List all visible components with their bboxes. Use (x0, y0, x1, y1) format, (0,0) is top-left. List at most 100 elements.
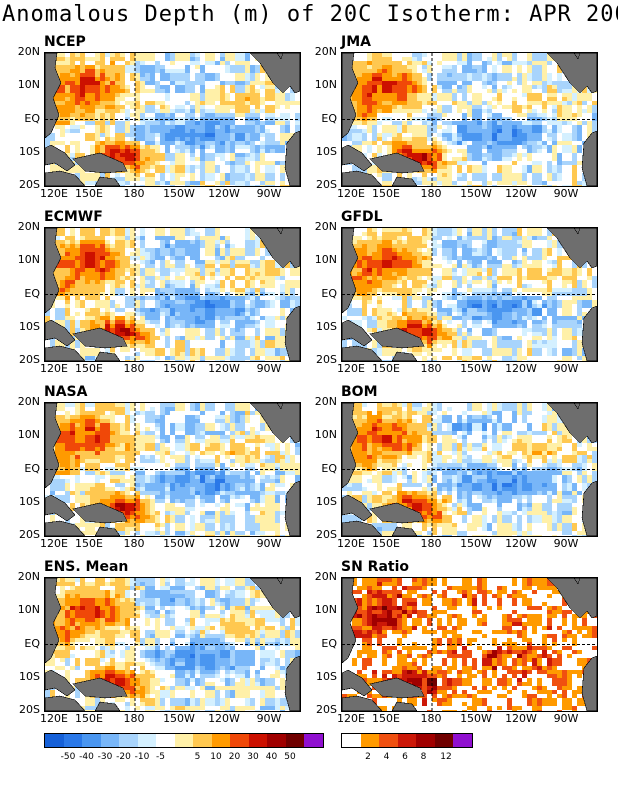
y-tick-label: 20S (19, 703, 40, 716)
y-tick-label: 10N (17, 78, 40, 92)
panel-title: JMA (341, 34, 371, 50)
x-tick-label: 120E (337, 712, 365, 725)
contour-field-jma (342, 53, 597, 186)
y-tick-label: 10S (316, 669, 337, 683)
x-tick-label: 120W (208, 362, 240, 375)
colorbar-label: -5 (156, 752, 165, 762)
x-tick-label: 150W (460, 362, 492, 375)
x-tick-label: 150E (75, 187, 103, 200)
panel-gfdl (341, 227, 598, 362)
colorbar-label: 6 (402, 752, 408, 762)
x-tick-label: 120E (337, 362, 365, 375)
x-tick-label: 90W (553, 362, 579, 375)
x-tick-label: 150W (460, 712, 492, 725)
colorbar-swatch (211, 734, 230, 747)
y-tick-label: EQ (24, 636, 40, 650)
y-tick-label: EQ (24, 111, 40, 125)
colorbar-label: 10 (210, 752, 222, 762)
colorbar-swatch (137, 734, 156, 747)
colorbar-anomaly (44, 733, 324, 748)
x-tick-label: 180 (123, 362, 145, 375)
y-tick-label: 20N (17, 395, 40, 408)
colorbar-swatch (45, 734, 64, 747)
x-tick-label: 150E (372, 362, 400, 375)
y-tick-label: 10N (17, 603, 40, 617)
colorbar-label: 40 (265, 752, 278, 762)
panel-title: ECMWF (44, 209, 103, 225)
y-tick-label: 20N (314, 220, 337, 233)
land-mask-jma (342, 53, 597, 186)
panel-ecmwf (44, 227, 301, 362)
x-tick-label: 120W (208, 187, 240, 200)
y-tick-label: 20S (19, 528, 40, 541)
y-tick-label: 20N (314, 45, 337, 58)
x-tick-label: 180 (420, 187, 442, 200)
y-tick-label: 10N (17, 253, 40, 267)
x-tick-label: 120E (40, 187, 68, 200)
map-bom (342, 403, 597, 536)
colorbar-swatch (397, 734, 416, 747)
colorbar-swatch (285, 734, 304, 747)
map-ens-mean (45, 578, 300, 711)
x-tick-label: 120E (40, 537, 68, 550)
x-tick-label: 180 (420, 712, 442, 725)
map-gfdl (342, 228, 597, 361)
colorbar-label: 5 (194, 752, 201, 762)
x-tick-label: 150E (75, 362, 103, 375)
panel-jma (341, 52, 598, 187)
x-tick-label: 120W (505, 187, 537, 200)
map-sn-ratio (342, 578, 597, 711)
x-tick-label: 90W (553, 712, 579, 725)
x-tick-label: 180 (123, 537, 145, 550)
colorbar-swatch (267, 734, 286, 747)
colorbar-label: 20 (228, 752, 241, 762)
x-tick-label: 150E (372, 712, 400, 725)
contour-field-nasa (45, 403, 300, 536)
y-tick-label: EQ (24, 461, 40, 475)
colorbar-swatch (193, 734, 212, 747)
x-tick-label: 120W (208, 537, 240, 550)
figure-title: Anomalous Depth (m) of 20C Isotherm: APR… (2, 2, 618, 27)
colorbar-label: 12 (440, 752, 452, 762)
y-tick-label: 10S (19, 494, 40, 508)
x-tick-label: 150E (372, 187, 400, 200)
x-tick-label: 150W (460, 187, 492, 200)
x-tick-label: 120W (208, 712, 240, 725)
y-tick-label: 10N (314, 428, 337, 442)
y-tick-label: 20S (19, 353, 40, 366)
y-tick-label: 20N (314, 395, 337, 408)
y-tick-label: 20S (316, 178, 337, 191)
colorbar-sn-ratio (341, 733, 473, 748)
x-tick-label: 180 (123, 187, 145, 200)
colorbar-swatch (156, 734, 175, 747)
colorbar-swatch (379, 734, 398, 747)
y-tick-label: EQ (321, 636, 337, 650)
y-tick-label: 20S (316, 353, 337, 366)
colorbar-label: 8 (420, 752, 427, 762)
colorbar-swatch (119, 734, 138, 747)
x-tick-label: 120E (40, 362, 68, 375)
y-tick-label: 20N (17, 45, 40, 58)
y-tick-label: 20S (316, 528, 337, 541)
panel-title: GFDL (341, 209, 383, 225)
colorbar-swatch (453, 734, 472, 747)
y-tick-label: 20S (19, 178, 40, 191)
map-nasa (45, 403, 300, 536)
x-tick-label: 150W (163, 362, 195, 375)
x-tick-label: 90W (256, 712, 282, 725)
y-tick-label: 10N (17, 428, 40, 442)
x-tick-label: 150W (163, 187, 195, 200)
land-mask-ens-mean (45, 578, 300, 711)
panel-ens-mean (44, 577, 301, 712)
panel-title: NASA (44, 384, 88, 400)
x-tick-label: 120E (40, 712, 68, 725)
map-ncep (45, 53, 300, 186)
x-tick-label: 150E (372, 537, 400, 550)
x-tick-label: 120W (505, 712, 537, 725)
y-tick-label: 10N (314, 78, 337, 92)
x-tick-label: 120E (337, 537, 365, 550)
colorbar-swatch (434, 734, 453, 747)
land-mask-bom (342, 403, 597, 536)
y-tick-label: 10S (19, 319, 40, 333)
y-tick-label: EQ (321, 111, 337, 125)
